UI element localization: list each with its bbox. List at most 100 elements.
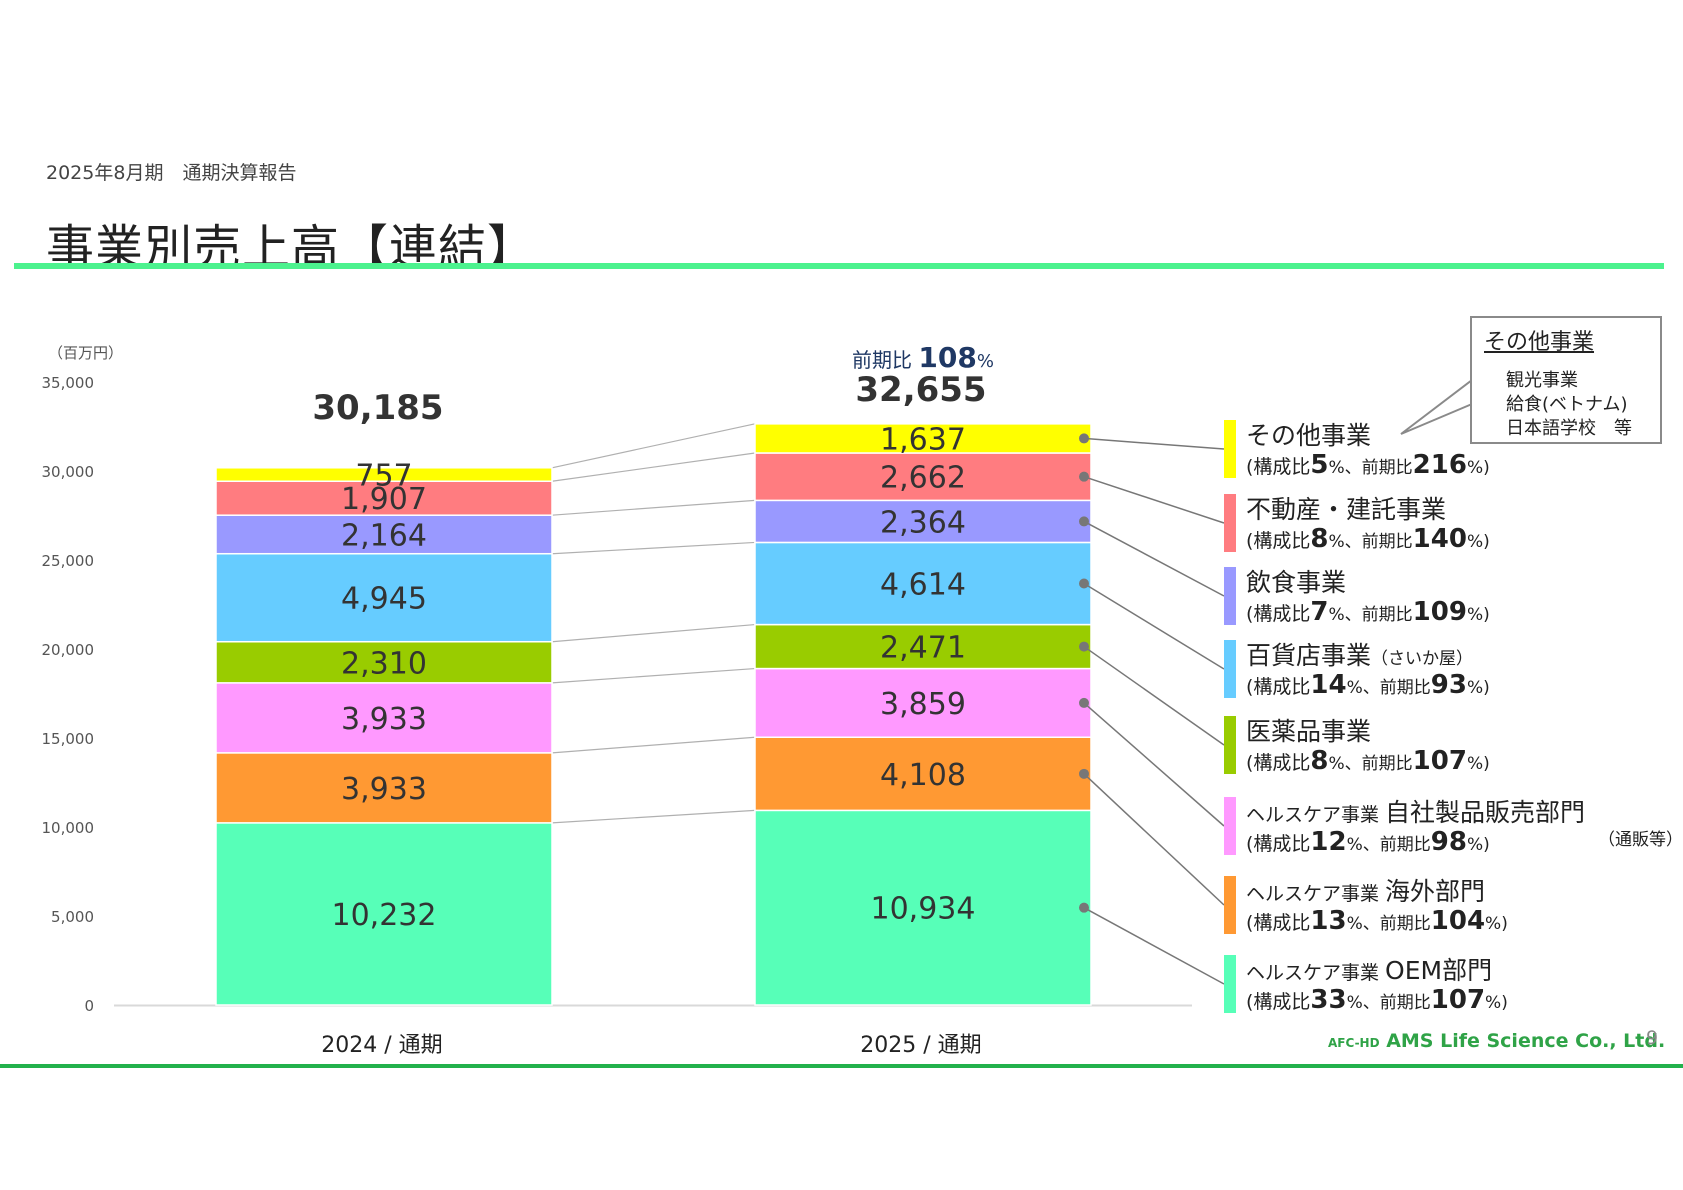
legend-swatch xyxy=(1224,640,1236,698)
leader-line xyxy=(1083,582,1225,670)
leader-dot xyxy=(1079,768,1089,779)
data-label: 2,364 xyxy=(880,505,966,540)
legend-label: その他事業 xyxy=(1246,421,1372,450)
data-label: 4,614 xyxy=(880,568,966,603)
leader-dot xyxy=(1079,471,1089,482)
bar-segment xyxy=(215,467,553,483)
legend-swatch xyxy=(1224,797,1236,855)
legend-note: （さいか屋） xyxy=(1371,649,1474,669)
y-tick-label: 5,000 xyxy=(51,908,94,926)
legend-label: 海外部門 xyxy=(1385,877,1486,906)
legend-yoy-value: 98 xyxy=(1430,827,1467,857)
leader-dot xyxy=(1079,433,1089,444)
data-label: 4,108 xyxy=(880,758,966,793)
legend-share-value: 7 xyxy=(1310,597,1329,627)
legend-yoy-value: 107 xyxy=(1412,746,1467,776)
legend-share-value: 8 xyxy=(1310,524,1329,554)
bar-segment xyxy=(754,499,1092,544)
legend-stats: (構成比33%、前期比107%) xyxy=(1246,985,1508,1015)
legend-yoy-unit: %) xyxy=(1466,678,1490,698)
legend-yoy-unit: %) xyxy=(1466,532,1490,552)
legend-share-unit: %、前期比 xyxy=(1346,914,1431,934)
legend-label: 自社製品販売部門 xyxy=(1385,798,1586,827)
legend-share-unit: %、前期比 xyxy=(1346,835,1431,855)
connector-line xyxy=(551,541,756,555)
bar-segment xyxy=(215,640,553,684)
legend-stats: (構成比12%、前期比98%) xyxy=(1246,827,1490,857)
legend-yoy-unit: %) xyxy=(1485,993,1508,1013)
legend-item: 不動産・建託事業 (構成比8%、前期比140%) xyxy=(1224,494,1664,554)
legend-item: 医薬品事業 (構成比8%、前期比107%) xyxy=(1224,716,1664,776)
legend-swatch xyxy=(1224,567,1236,625)
connector-line xyxy=(551,667,756,684)
x-axis-label-2024: 2024 / 通期 xyxy=(321,1033,443,1058)
other-business-callout: その他事業 観光事業 給食(ベトナム) 日本語学校 等 xyxy=(1470,316,1662,444)
legend-share-unit: %、前期比 xyxy=(1328,458,1413,478)
legend-share-unit: %、前期比 xyxy=(1346,678,1431,698)
legend-share-open: (構成比 xyxy=(1246,833,1311,855)
legend-share-value: 12 xyxy=(1310,827,1347,857)
bar-segment xyxy=(215,552,553,643)
bar-segment xyxy=(754,452,1092,502)
data-label: 2,164 xyxy=(341,518,427,553)
legend-prefix: ヘルスケア事業 xyxy=(1246,962,1386,984)
legend-share-value: 14 xyxy=(1310,670,1347,700)
legend-share-unit: %、前期比 xyxy=(1328,532,1413,552)
legend-share-open: (構成比 xyxy=(1246,530,1311,552)
legend-stats: (構成比5%、前期比216%) xyxy=(1246,450,1490,480)
legend-yoy-value: 93 xyxy=(1430,670,1467,700)
legend-swatch xyxy=(1224,420,1236,478)
legend-share-value: 5 xyxy=(1310,450,1329,480)
legend-yoy-unit: %) xyxy=(1466,835,1490,855)
data-label: 3,933 xyxy=(341,702,427,737)
legend-item: 百貨店事業（さいか屋） (構成比14%、前期比93%) xyxy=(1224,640,1664,700)
legend-yoy-unit: %) xyxy=(1485,914,1508,934)
title-underline xyxy=(14,263,1664,269)
legend-item: ヘルスケア事業 自社製品販売部門 (構成比12%、前期比98%) （通販等） xyxy=(1224,797,1683,857)
y-tick-label: 25,000 xyxy=(42,552,95,570)
leader-line xyxy=(1083,437,1225,450)
connector-line xyxy=(551,623,756,643)
legend-label: 不動産・建託事業 xyxy=(1246,495,1447,524)
legend-stats: (構成比13%、前期比104%) xyxy=(1246,906,1508,936)
connector-line xyxy=(551,452,756,482)
bar-segment xyxy=(754,541,1092,626)
legend-share-unit: %、前期比 xyxy=(1328,754,1413,774)
bar-segment xyxy=(215,480,553,516)
legend-stats: (構成比14%、前期比93%) xyxy=(1246,670,1490,700)
data-label: 757 xyxy=(355,459,412,494)
connector-line xyxy=(551,809,756,824)
bar-segment xyxy=(754,809,1092,1006)
legend-yoy-value: 104 xyxy=(1430,906,1486,936)
bar-segment xyxy=(215,822,553,1006)
legend-prefix: ヘルスケア事業 xyxy=(1246,883,1386,905)
data-label: 10,934 xyxy=(871,892,976,927)
leader-dot xyxy=(1079,641,1089,652)
legend-name: ヘルスケア事業 自社製品販売部門 xyxy=(1246,793,1585,829)
legend-swatch xyxy=(1224,876,1236,934)
legend-swatch xyxy=(1224,955,1236,1013)
y-tick-label: 10,000 xyxy=(42,819,95,837)
legend-yoy-value: 109 xyxy=(1412,597,1467,627)
bar-segment xyxy=(215,682,553,754)
legend-yoy-unit: %) xyxy=(1466,605,1490,625)
leader-dot xyxy=(1079,516,1089,527)
y-tick-label: 35,000 xyxy=(42,374,95,392)
connector-line xyxy=(551,499,756,516)
legend-prefix: ヘルスケア事業 xyxy=(1246,804,1386,826)
legend-swatch xyxy=(1224,716,1236,774)
leader-dot xyxy=(1079,902,1089,913)
leader-dot xyxy=(1079,578,1089,589)
callout-item: 日本語学校 等 xyxy=(1506,418,1632,439)
company-logo: AFC-HD AMS Life Science Co., Ltd. xyxy=(1328,1030,1665,1052)
legend-stats: (構成比7%、前期比109%) xyxy=(1246,597,1490,627)
y-tick-label: 20,000 xyxy=(42,641,95,659)
legend-stats: (構成比8%、前期比140%) xyxy=(1246,524,1490,554)
leader-line xyxy=(1083,907,1225,985)
legend-share-value: 13 xyxy=(1310,906,1347,936)
legend-stats: (構成比8%、前期比107%) xyxy=(1246,746,1490,776)
legend-share-open: (構成比 xyxy=(1246,752,1311,774)
legend-item: ヘルスケア事業 OEM部門 (構成比33%、前期比107%) xyxy=(1224,955,1664,1015)
legend-share-value: 33 xyxy=(1310,985,1347,1015)
callout-title: その他事業 xyxy=(1484,330,1595,355)
